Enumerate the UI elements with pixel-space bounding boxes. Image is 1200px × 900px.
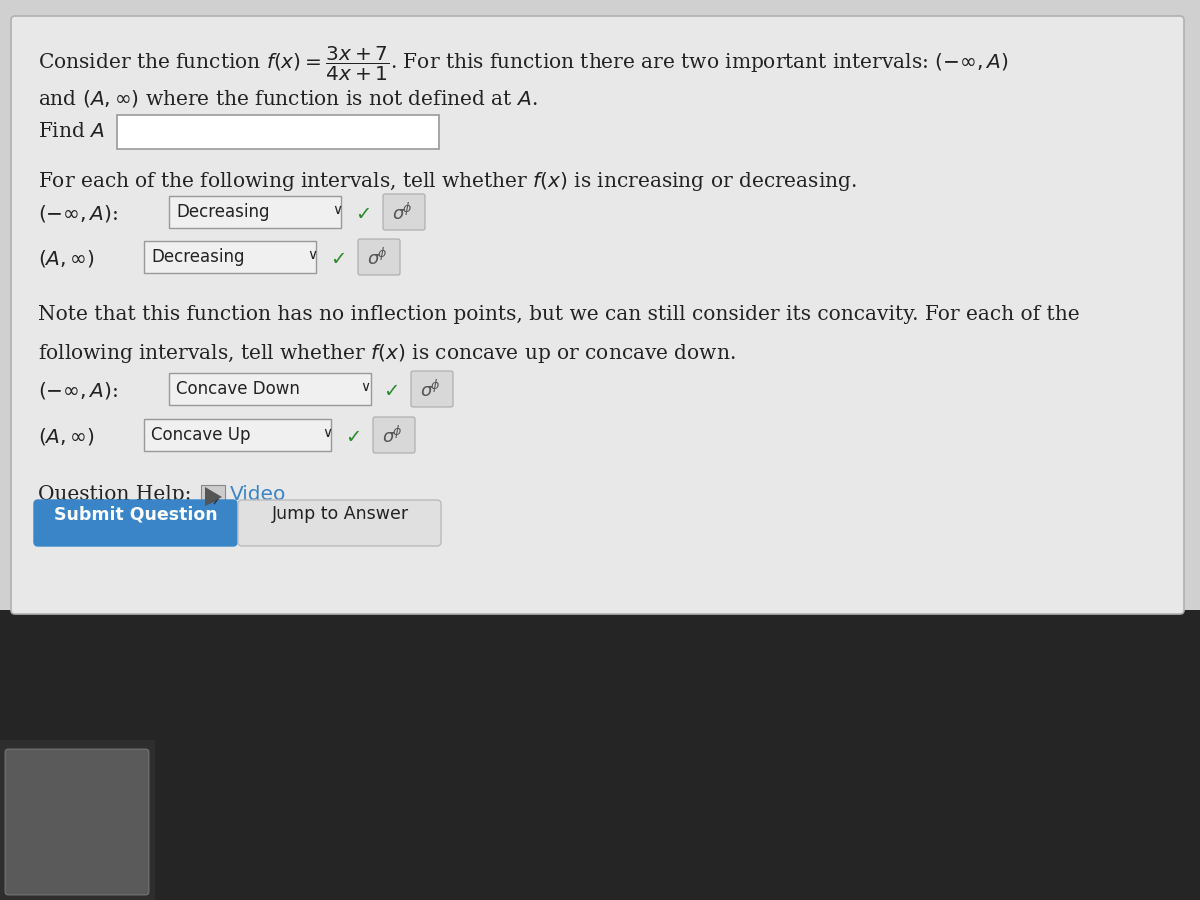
Text: $(-\infty, A)$:: $(-\infty, A)$: xyxy=(38,380,118,401)
Text: $(A, \infty)$: $(A, \infty)$ xyxy=(38,248,95,269)
FancyBboxPatch shape xyxy=(5,749,149,895)
Text: Concave Down: Concave Down xyxy=(176,380,300,398)
FancyBboxPatch shape xyxy=(169,196,341,228)
FancyBboxPatch shape xyxy=(144,419,331,451)
Polygon shape xyxy=(205,487,222,506)
Text: $\sigma^{\!\phi}$: $\sigma^{\!\phi}$ xyxy=(367,248,388,269)
Text: $\sigma^{\!\phi}$: $\sigma^{\!\phi}$ xyxy=(420,380,440,401)
Bar xyxy=(0,610,1200,900)
Text: $\checkmark$: $\checkmark$ xyxy=(383,380,398,399)
FancyBboxPatch shape xyxy=(410,371,454,407)
Text: Submit Question: Submit Question xyxy=(54,505,218,523)
Text: $\checkmark$: $\checkmark$ xyxy=(330,248,346,267)
Bar xyxy=(0,740,155,900)
Text: $(A,\infty)$: $(A,\infty)$ xyxy=(38,426,95,447)
FancyBboxPatch shape xyxy=(144,241,316,273)
Text: $\checkmark$: $\checkmark$ xyxy=(346,426,360,445)
FancyBboxPatch shape xyxy=(383,194,425,230)
Text: $\sigma^{\!\phi}$: $\sigma^{\!\phi}$ xyxy=(382,426,402,447)
FancyBboxPatch shape xyxy=(11,16,1184,614)
Text: Concave Up: Concave Up xyxy=(151,426,251,444)
Text: Decreasing: Decreasing xyxy=(176,203,270,221)
Text: following intervals, tell whether $f(x)$ is concave up or concave down.: following intervals, tell whether $f(x)$… xyxy=(38,342,736,365)
FancyBboxPatch shape xyxy=(358,239,400,275)
Text: $\vee$: $\vee$ xyxy=(332,203,342,217)
Text: Video: Video xyxy=(230,485,287,504)
Text: $\sigma^{\!\phi}$: $\sigma^{\!\phi}$ xyxy=(392,203,412,224)
FancyBboxPatch shape xyxy=(202,485,226,509)
Text: Jump to Answer: Jump to Answer xyxy=(271,505,408,523)
Text: Find $A$: Find $A$ xyxy=(38,122,106,141)
FancyBboxPatch shape xyxy=(169,373,371,405)
FancyBboxPatch shape xyxy=(34,500,238,546)
Text: $\vee$: $\vee$ xyxy=(322,426,332,440)
Text: $(-\infty, A)$:: $(-\infty, A)$: xyxy=(38,203,118,224)
Text: $\vee$: $\vee$ xyxy=(360,380,371,394)
Text: $\checkmark$: $\checkmark$ xyxy=(355,203,370,222)
Text: Decreasing: Decreasing xyxy=(151,248,245,266)
FancyBboxPatch shape xyxy=(373,417,415,453)
FancyBboxPatch shape xyxy=(118,115,439,149)
Text: $\vee$: $\vee$ xyxy=(307,248,317,262)
Text: Note that this function has no inflection points, but we can still consider its : Note that this function has no inflectio… xyxy=(38,305,1080,324)
Text: For each of the following intervals, tell whether $f(x)$ is increasing or decrea: For each of the following intervals, tel… xyxy=(38,170,857,193)
Text: Consider the function $f(x) = \dfrac{3x+7}{4x+1}$. For this function there are t: Consider the function $f(x) = \dfrac{3x+… xyxy=(38,45,1008,84)
Text: Question Help:: Question Help: xyxy=(38,485,192,504)
FancyBboxPatch shape xyxy=(238,500,442,546)
Text: and $(A, \infty)$ where the function is not defined at $A$.: and $(A, \infty)$ where the function is … xyxy=(38,88,538,109)
